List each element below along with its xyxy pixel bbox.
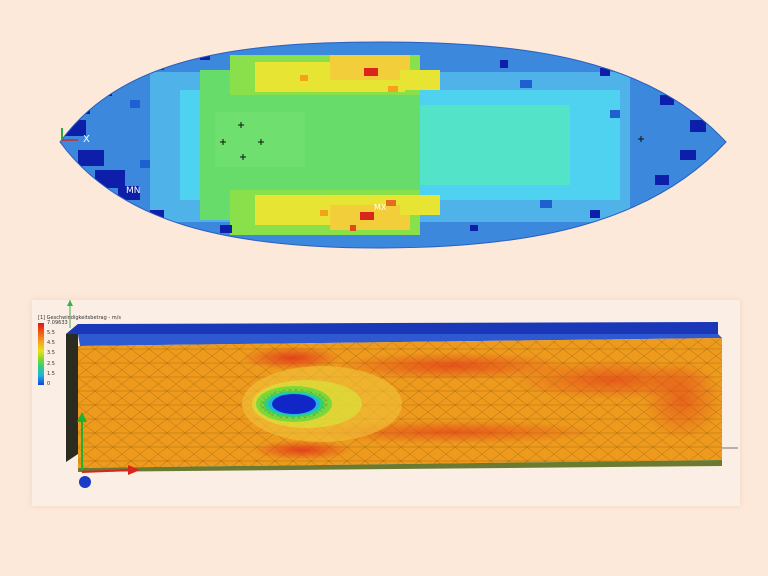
legend-title: [1] Geschwindigkeitsbetrag - m/s <box>38 315 121 321</box>
ellipsoid-contour-plot: X MN MX <box>59 41 727 249</box>
legend-tick: 1.5 <box>47 370 55 377</box>
axis-triad-icon <box>61 128 78 141</box>
axis-triad-icon <box>67 300 140 488</box>
color-legend: [1] Geschwindigkeitsbetrag - m/s 7.09633… <box>38 316 121 387</box>
channel-mesh-plot <box>66 300 738 488</box>
bottom-mesh-view: [1] Geschwindigkeitsbetrag - m/s 7.09633… <box>32 300 740 506</box>
max-label: MX <box>374 203 387 212</box>
legend-tick: 2.5 <box>47 360 55 367</box>
legend-tick: 5.5 <box>47 330 55 337</box>
legend-max-value: 7.09633 <box>47 320 68 326</box>
legend-tick: 0 <box>47 380 51 387</box>
axis-x-label: X <box>83 134 90 145</box>
legend-tick: 3.5 <box>47 350 55 357</box>
legend-color-bar <box>38 323 44 385</box>
top-contour-view: X MN MX <box>0 0 768 270</box>
legend-tick: 4.5 <box>47 340 55 347</box>
min-label: MN <box>126 186 141 196</box>
